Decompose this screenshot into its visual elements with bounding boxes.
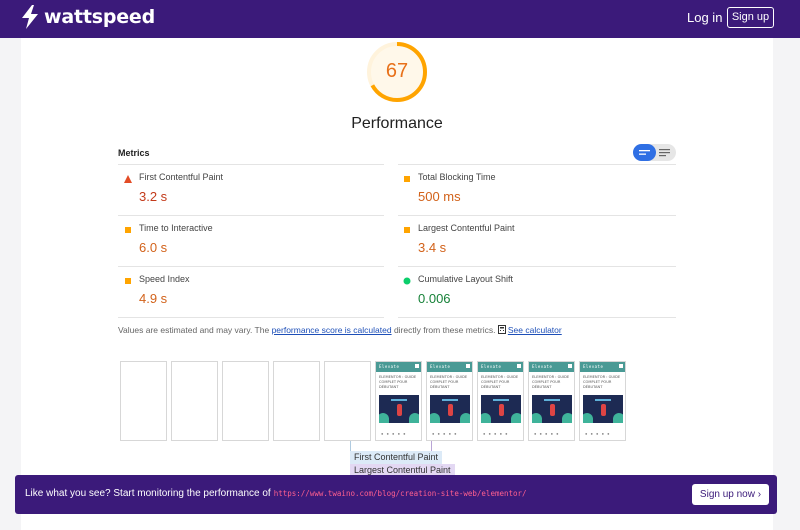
filmstrip-frame[interactable]: Elevate ELEMENTOR : GUIDE COMPLET POUR D… (426, 361, 473, 441)
metrics-view-toggle[interactable] (633, 144, 676, 161)
frame-text: ELEMENTOR : GUIDE COMPLET POUR DÉBUTANT (379, 375, 417, 389)
filmstrip-frame[interactable] (120, 361, 167, 441)
frame-text: ELEMENTOR : GUIDE COMPLET POUR DÉBUTANT (583, 375, 621, 389)
signup-button[interactable]: Sign up (727, 7, 774, 28)
metric-cumulative-layout-shift: Cumulative Layout Shift 0.006 (403, 269, 667, 319)
frame-text: ELEMENTOR : GUIDE COMPLET POUR DÉBUTANT (430, 375, 468, 389)
frame-header: Elevate (427, 362, 472, 372)
frame-illustration (481, 395, 521, 423)
filmstrip-frame[interactable]: Elevate ELEMENTOR : GUIDE COMPLET POUR D… (528, 361, 575, 441)
frame-illustration (532, 395, 572, 423)
frame-menu-icon (619, 364, 623, 368)
expanded-view-button[interactable] (655, 144, 676, 161)
filmstrip-frame[interactable]: Elevate ELEMENTOR : GUIDE COMPLET POUR D… (579, 361, 626, 441)
frame-menu-icon (568, 364, 572, 368)
metrics-title: Metrics (118, 148, 150, 158)
frame-header: Elevate (580, 362, 625, 372)
lightning-bolt-icon (22, 5, 38, 29)
filmstrip-frame[interactable] (222, 361, 269, 441)
metrics-divider (398, 266, 676, 267)
frame-dots-icon: ● ● ● ● ● (585, 431, 611, 436)
filmstrip-frame[interactable]: Elevate ELEMENTOR : GUIDE COMPLET POUR D… (477, 361, 524, 441)
see-calculator-link[interactable]: See calculator (497, 325, 562, 335)
metrics-divider (398, 215, 676, 216)
metric-first-contentful-paint: First Contentful Paint 3.2 s (124, 167, 388, 217)
filmstrip-frame[interactable] (171, 361, 218, 441)
pass-circle-icon (403, 277, 411, 285)
frame-menu-icon (415, 364, 419, 368)
banner-text: Like what you see? Start monitoring the … (25, 488, 527, 499)
frame-illustration (379, 395, 419, 423)
frame-dots-icon: ● ● ● ● ● (483, 431, 509, 436)
metrics-divider (398, 164, 676, 165)
frame-illustration (430, 395, 470, 423)
report-card (21, 38, 773, 530)
banner-url: https://www.twaino.com/blog/creation-sit… (273, 489, 527, 498)
signup-now-button[interactable]: Sign up now › (692, 484, 769, 505)
frame-header: Elevate (529, 362, 574, 372)
average-square-icon (125, 278, 131, 284)
metrics-divider (118, 317, 384, 318)
frame-text: ELEMENTOR : GUIDE COMPLET POUR DÉBUTANT (532, 375, 570, 389)
score-value: 67 (385, 60, 409, 82)
average-square-icon (404, 227, 410, 233)
lines-short-icon (639, 150, 650, 155)
metrics-divider (118, 266, 384, 267)
login-link[interactable]: Log in (687, 10, 723, 25)
score-gauge (367, 42, 427, 102)
metrics-divider (398, 317, 676, 318)
frame-header: Elevate (376, 362, 421, 372)
calculator-icon (497, 325, 506, 334)
category-title: Performance (351, 115, 443, 132)
fcp-marker-line (350, 441, 351, 452)
top-navbar: wattspeed Log in Sign up (0, 0, 800, 38)
metric-total-blocking-time: Total Blocking Time 500 ms (403, 167, 667, 217)
compact-view-button[interactable] (633, 144, 656, 161)
metric-speed-index: Speed Index 4.9 s (124, 269, 388, 319)
frame-menu-icon (517, 364, 521, 368)
logo-text: wattspeed (44, 6, 156, 28)
fail-triangle-icon (124, 175, 132, 183)
frame-illustration (583, 395, 623, 423)
logo[interactable]: wattspeed (20, 5, 155, 29)
frame-dots-icon: ● ● ● ● ● (534, 431, 560, 436)
filmstrip-frame[interactable] (324, 361, 371, 441)
score-gauge-arc (367, 42, 427, 102)
filmstrip-frame[interactable] (273, 361, 320, 441)
frame-header: Elevate (478, 362, 523, 372)
frame-dots-icon: ● ● ● ● ● (381, 431, 407, 436)
fcp-marker-label: First Contentful Paint (350, 451, 443, 464)
metric-time-to-interactive: Time to Interactive 6.0 s (124, 218, 388, 268)
metrics-divider (118, 164, 384, 165)
metric-largest-contentful-paint: Largest Contentful Paint 3.4 s (403, 218, 667, 268)
filmstrip-frame[interactable]: Elevate ELEMENTOR : GUIDE COMPLET POUR D… (375, 361, 422, 441)
frame-menu-icon (466, 364, 470, 368)
frame-text: ELEMENTOR : GUIDE COMPLET POUR DÉBUTANT (481, 375, 519, 389)
lcp-marker-label: Largest Contentful Paint (350, 464, 455, 477)
signup-banner: Like what you see? Start monitoring the … (15, 475, 777, 514)
performance-score-link[interactable]: performance score is calculated (271, 325, 392, 335)
metrics-divider (118, 215, 384, 216)
estimate-note: Values are estimated and may vary. The p… (118, 325, 562, 335)
average-square-icon (125, 227, 131, 233)
lines-long-icon (659, 149, 670, 157)
frame-dots-icon: ● ● ● ● ● (432, 431, 458, 436)
average-square-icon (404, 176, 410, 182)
